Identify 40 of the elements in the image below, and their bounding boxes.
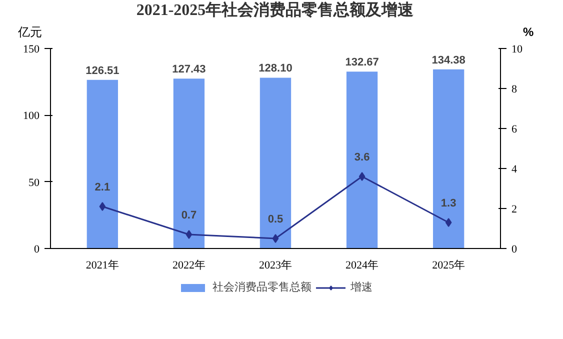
data-label: 0.5: [268, 214, 284, 226]
point: [445, 218, 452, 227]
bar: [173, 78, 205, 248]
data-label: 126.51: [86, 64, 120, 77]
y2-tick-label: 10: [512, 44, 523, 56]
bar: [346, 72, 378, 248]
data-label: 2.1: [94, 182, 110, 194]
data-label: 0.7: [181, 210, 197, 222]
y2-tick-label: 2: [512, 204, 517, 216]
y2-tick-label: 0: [512, 244, 518, 256]
bar: [260, 78, 292, 248]
data-label: 127.43: [172, 64, 206, 76]
y2-tick-label: 8: [512, 84, 518, 96]
legend-label: 社会消费品零售总额: [212, 280, 312, 294]
point: [272, 234, 279, 243]
y-tick-label: 0: [34, 244, 40, 256]
x-tick-label: 2022年: [172, 260, 206, 272]
x-tick-label: 2025年: [432, 260, 466, 272]
y-tick-label: 100: [23, 110, 40, 122]
data-label: 134.38: [432, 54, 466, 66]
chart-title: 2021-2025年社会消费品零售总额及增速: [136, 0, 414, 21]
y2-tick-label: 4: [512, 164, 518, 176]
data-label: 132.67: [345, 56, 379, 69]
y2-axis-title: %: [523, 24, 534, 41]
data-label: 128.10: [258, 62, 292, 75]
bar: [86, 80, 118, 248]
legend-label: 增速: [350, 280, 372, 294]
x-tick-label: 2024年: [346, 260, 379, 272]
y-tick-label: 150: [23, 44, 40, 56]
y-tick-label: 50: [28, 176, 40, 189]
point: [99, 202, 106, 211]
data-label: 3.6: [354, 152, 370, 164]
y-axis-title: 亿元: [18, 24, 42, 41]
x-tick-label: 2023年: [259, 260, 292, 272]
point: [186, 230, 192, 239]
data-label: 1.3: [440, 198, 456, 210]
x-tick-label: 2021年: [86, 260, 119, 272]
point: [358, 172, 366, 181]
y2-tick-label: 6: [512, 124, 518, 136]
bar: [433, 69, 464, 248]
